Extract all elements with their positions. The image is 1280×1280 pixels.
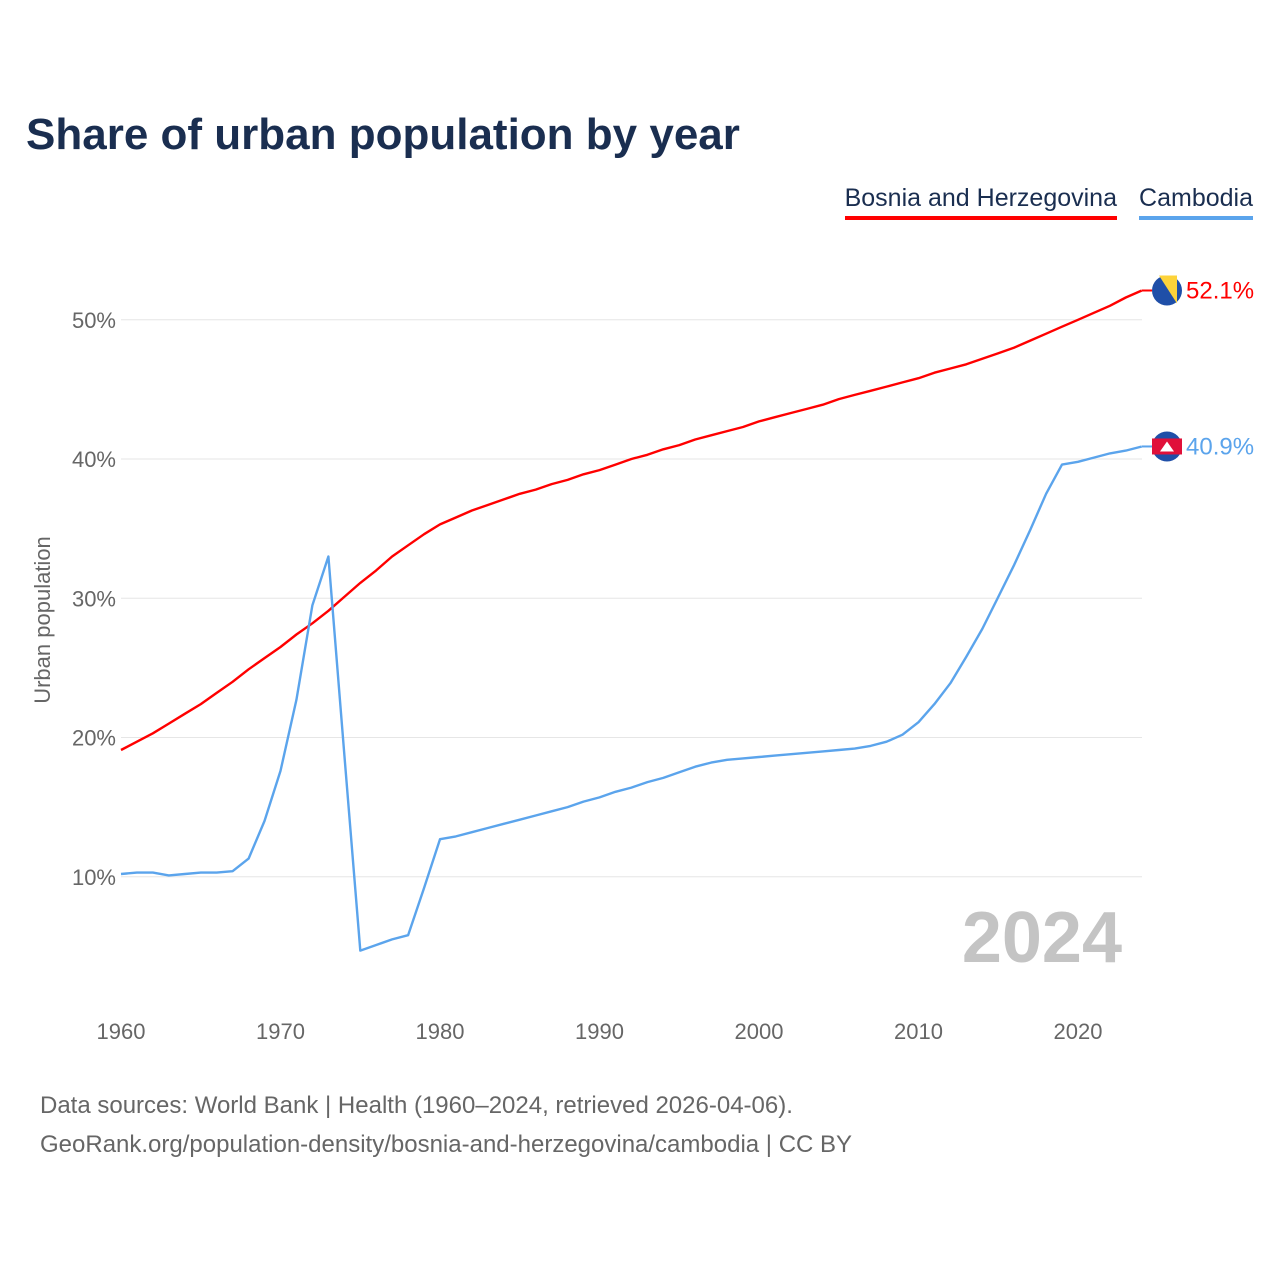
x-tick-label: 1960 — [97, 1019, 146, 1044]
x-tick-label: 2010 — [894, 1019, 943, 1044]
x-tick-label: 1990 — [575, 1019, 624, 1044]
y-tick-label: 40% — [72, 447, 116, 472]
source-line-2[interactable]: GeoRank.org/population-density/bosnia-an… — [40, 1131, 853, 1158]
end-value-label: 52.1% — [1186, 278, 1254, 305]
end-value-label: 40.9% — [1186, 433, 1254, 460]
bosnia-flag-triangle — [1159, 275, 1177, 304]
legend-bosnia[interactable]: Bosnia and Herzegovina — [844, 184, 1117, 220]
x-tick-label: 1980 — [416, 1019, 465, 1044]
y-tick-label: 30% — [72, 586, 116, 611]
y-tick-label: 20% — [72, 726, 116, 751]
x-tick-label: 1970 — [256, 1019, 305, 1044]
series-line-bosnia — [120, 289, 1143, 752]
legend-cambodia[interactable]: Cambodia — [1139, 184, 1253, 220]
y-axis-label: Urban population — [30, 536, 55, 704]
cambodia-flag-temple — [1160, 441, 1174, 452]
y-tick-label: 50% — [72, 308, 116, 333]
source-line-1: Data sources: World Bank | Health (1960–… — [40, 1092, 793, 1119]
y-tick-label: 10% — [72, 865, 116, 890]
x-tick-label: 2020 — [1054, 1019, 1103, 1044]
chart-title: Share of urban population by year — [26, 110, 740, 159]
source-note: Data sources: World Bank | Health (1960–… — [40, 1086, 852, 1164]
year-watermark: 2024 — [962, 898, 1122, 978]
x-tick-label: 2000 — [735, 1019, 784, 1044]
series-line-cambodia — [120, 445, 1143, 952]
